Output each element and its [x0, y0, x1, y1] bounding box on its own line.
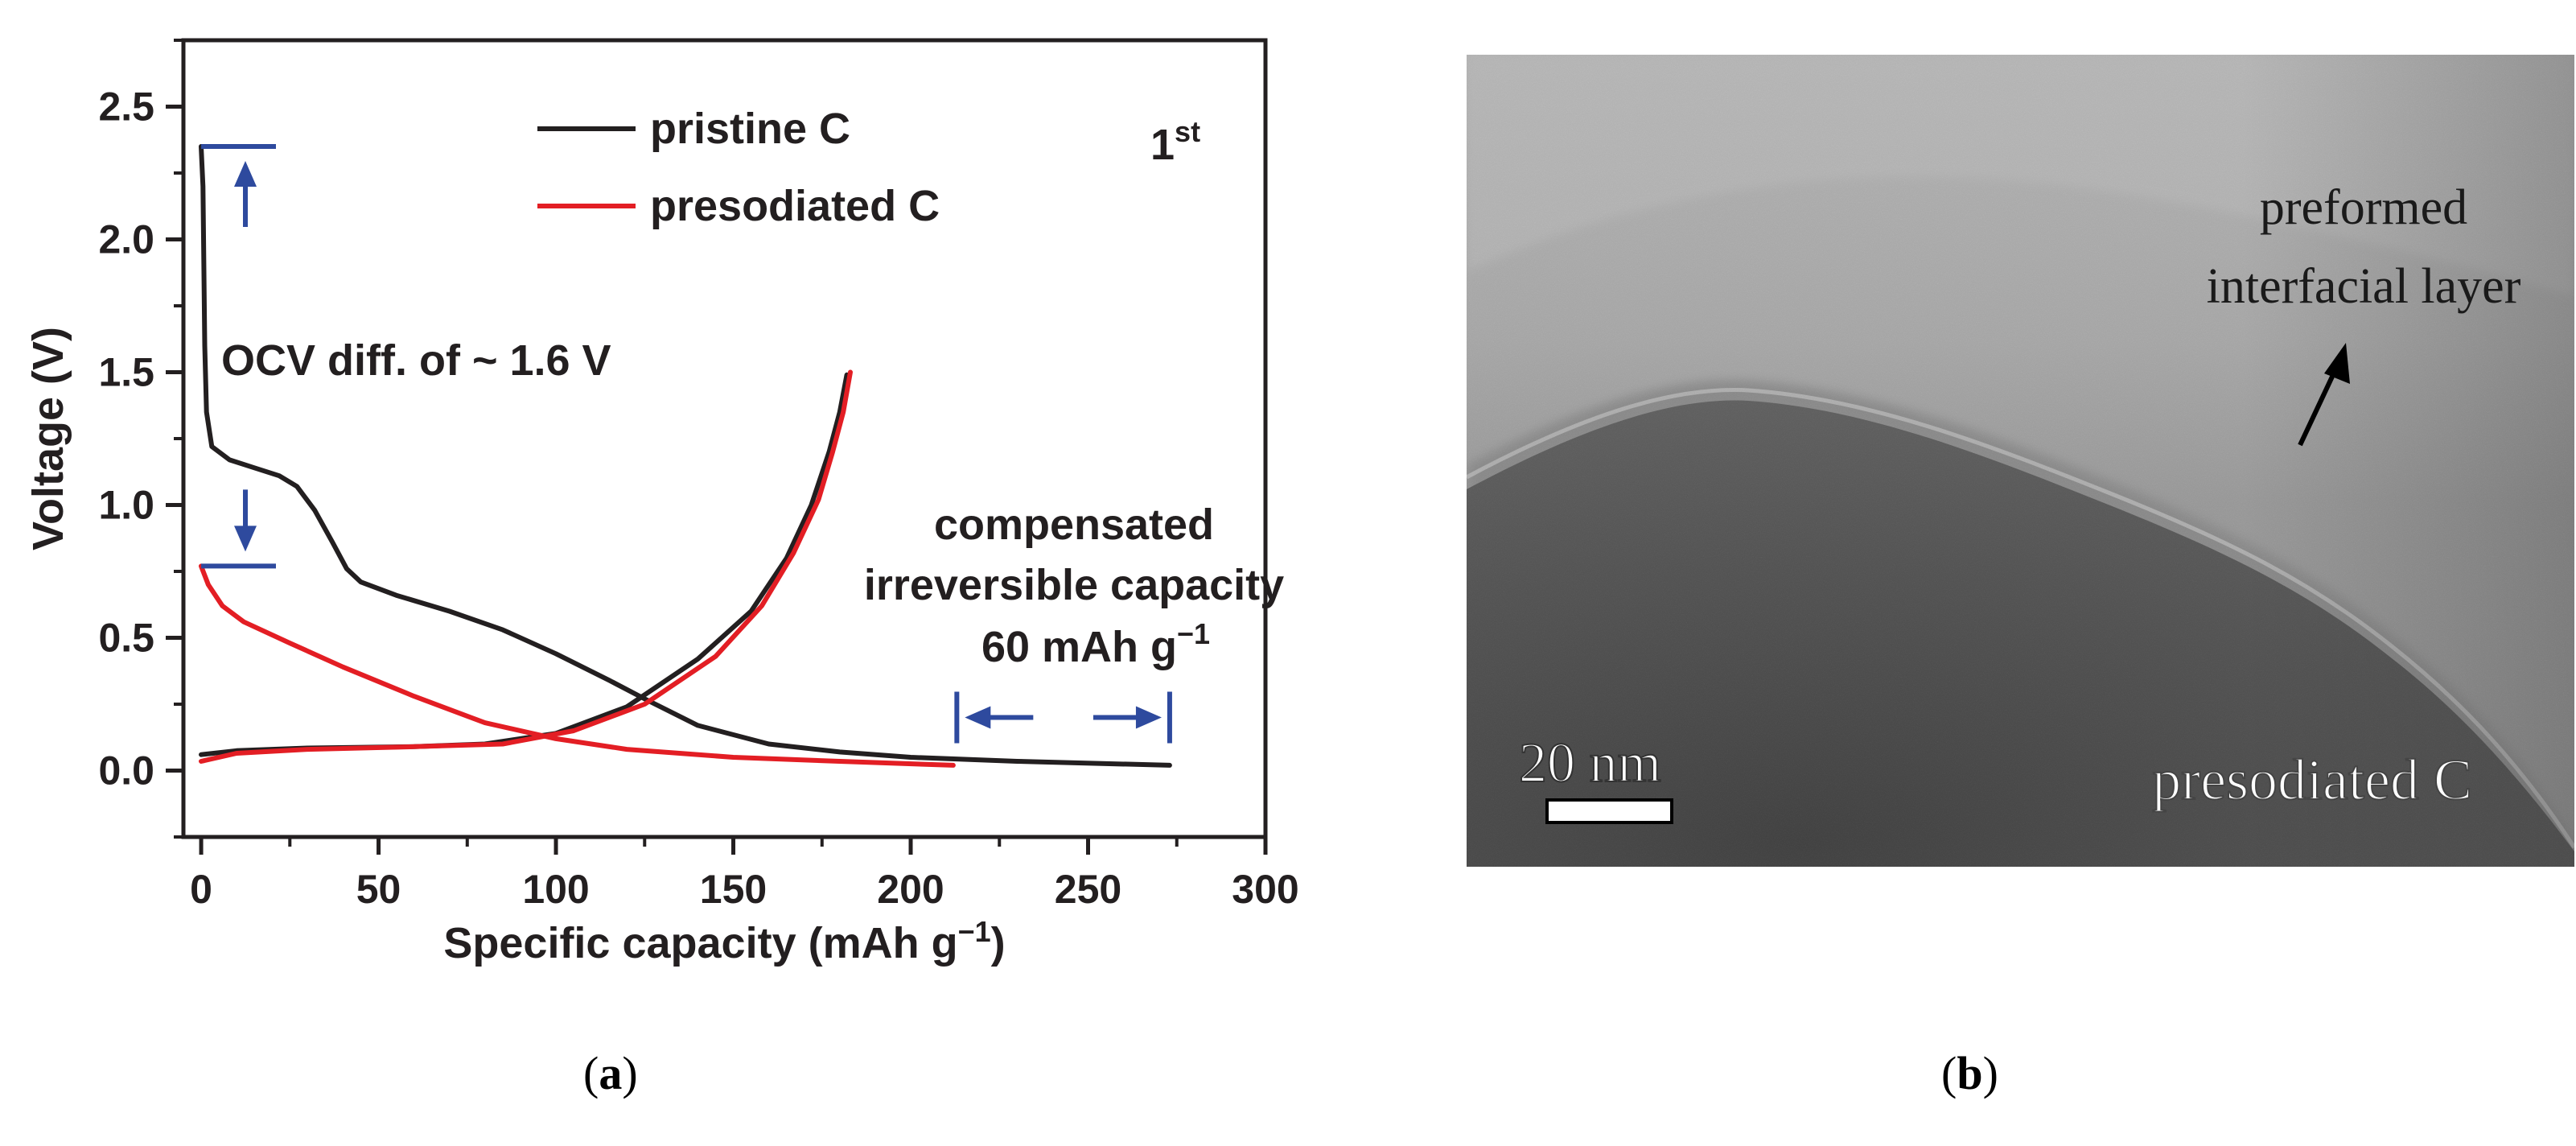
x-tick-label: 50 — [356, 867, 401, 912]
compensated-label-line1: compensated — [934, 501, 1214, 549]
y-tick-label: 0.0 — [98, 748, 154, 794]
panel-b-caption: (b) — [1941, 1046, 1998, 1100]
y-tick-label: 0.5 — [98, 616, 154, 661]
caption-open-paren: ( — [1941, 1047, 1957, 1099]
y-axis-label: Voltage (V) — [24, 327, 72, 550]
caption-close-paren: ) — [1982, 1047, 1998, 1099]
caption-open-paren: ( — [583, 1047, 599, 1099]
panel-a-caption: (a) — [583, 1046, 638, 1100]
y-tick-label: 1.5 — [98, 350, 154, 395]
x-tick-label: 200 — [877, 867, 944, 912]
y-tick-label: 2.0 — [98, 217, 154, 262]
series-line — [199, 144, 1172, 768]
comp-right-arrow-head — [1135, 706, 1162, 729]
tem-micrograph: preformed interfacial layer 20 nm presod… — [1467, 55, 2574, 867]
series-line — [199, 563, 956, 768]
x-tick-label: 250 — [1055, 867, 1121, 912]
series-presodiated-c — [199, 369, 956, 768]
legend-label: pristine C — [650, 105, 850, 153]
x-tick-label: 150 — [700, 867, 767, 912]
series-pristine-c — [199, 144, 1172, 768]
compensated-value: 60 mAh g−1 — [981, 617, 1210, 671]
scale-bar — [1545, 798, 1673, 824]
series-line — [199, 372, 850, 757]
ocv-down-arrow-head — [234, 526, 257, 552]
compensated-label-line2: irreversible capacity — [864, 561, 1284, 609]
caption-letter: b — [1957, 1047, 1983, 1099]
x-axis-label: Specific capacity (mAh g−1) — [443, 915, 1005, 967]
scale-bar-label: 20 nm — [1519, 732, 1661, 794]
tem-annotation-line1: preformed — [2260, 180, 2467, 235]
x-tick-label: 0 — [190, 867, 212, 912]
chart-a: 0 50 100 150 200 250 300 0.0 0.5 1.0 1.5 2.0 2.5 Spec… — [24, 38, 1299, 967]
annotation-arrow — [2298, 343, 2350, 447]
cycle-label: 1st — [1150, 115, 1200, 169]
caption-letter: a — [599, 1047, 623, 1099]
x-tick-label: 300 — [1232, 867, 1298, 912]
tem-annotation-line2: interfacial layer — [2207, 259, 2521, 314]
comp-left-arrow-head — [965, 706, 991, 729]
y-tick-label: 1.0 — [98, 483, 154, 528]
x-tick-label: 100 — [522, 867, 589, 912]
series-line — [199, 369, 853, 764]
caption-close-paren: ) — [622, 1047, 638, 1099]
ocv-up-arrow-head — [234, 161, 257, 187]
sample-label: presodiated C — [2152, 748, 2472, 812]
ocv-annotation: OCV diff. of ~ 1.6 V — [221, 336, 611, 385]
y-tick-label: 2.5 — [98, 85, 154, 130]
legend-label: presodiated C — [650, 182, 940, 230]
